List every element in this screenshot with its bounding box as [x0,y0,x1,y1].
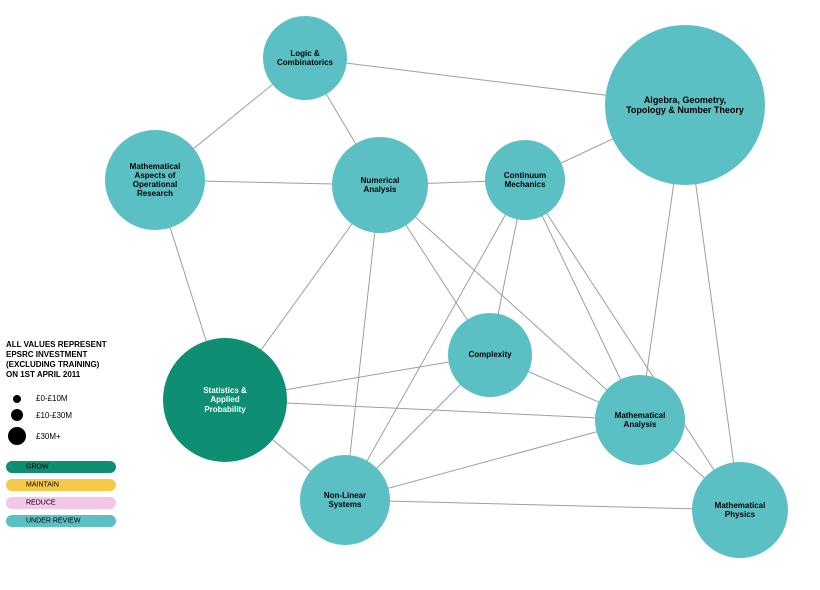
legend-category-row: GROW [6,461,116,473]
node-stats: Statistics &AppliedProbability [163,338,287,462]
size-swatch-icon [8,427,26,445]
node-manalysis: MathematicalAnalysis [595,375,685,465]
legend-category-row: REDUCE [6,497,116,509]
node-label: Algebra, Geometry,Topology & Number Theo… [626,95,744,116]
node-label: Statistics &AppliedProbability [203,386,247,414]
node-mphysics: MathematicalPhysics [692,462,788,558]
node-mor: MathematicalAspects ofOperationalResearc… [105,130,205,230]
node-continuum: ContinuumMechanics [485,140,565,220]
category-swatch: UNDER REVIEW [6,515,116,527]
legend-category-label: UNDER REVIEW [26,518,80,525]
legend-size-row: £0-£10M [6,394,116,403]
category-swatch: REDUCE [6,497,116,509]
node-label: MathematicalAnalysis [615,411,666,429]
category-swatch: MAINTAIN [6,479,116,491]
legend-category-label: GROW [26,464,49,471]
node-label: Logic &Combinatorics [277,49,333,67]
legend-category-label: REDUCE [26,500,56,507]
node-numerical: NumericalAnalysis [332,137,428,233]
size-swatch-icon [13,395,21,403]
edge [225,400,640,420]
size-swatch-icon [11,409,23,421]
legend-category-row: MAINTAIN [6,479,116,491]
node-label: MathematicalPhysics [715,501,766,519]
legend-category-row: UNDER REVIEW [6,515,116,527]
legend-category-label: MAINTAIN [26,482,59,489]
legend-size-row: £10-£30M [6,409,116,421]
legend-size-label: £30M+ [36,432,61,441]
network-diagram: Logic &Combinatorics Algebra, Geometry,To… [0,0,820,590]
node-label: NumericalAnalysis [361,176,400,194]
category-swatch: GROW [6,461,116,473]
legend-note: ALL VALUES REPRESENTEPSRC INVESTMENT(EXC… [6,340,116,380]
legend-size-label: £10-£30M [36,411,72,420]
node-algebra: Algebra, Geometry,Topology & Number Theo… [605,25,765,185]
node-nonlinear: Non-LinearSystems [300,455,390,545]
legend: ALL VALUES REPRESENTEPSRC INVESTMENT(EXC… [6,340,116,527]
edge [345,500,740,510]
node-label: ContinuumMechanics [504,171,546,189]
node-logic: Logic &Combinatorics [263,16,347,100]
legend-size-row: £30M+ [6,427,116,445]
node-label: Non-LinearSystems [324,491,366,509]
node-label: MathematicalAspects ofOperationalResearc… [130,162,181,199]
node-complexity: Complexity [448,313,532,397]
node-label: Complexity [468,350,511,359]
legend-size-label: £0-£10M [36,394,68,403]
